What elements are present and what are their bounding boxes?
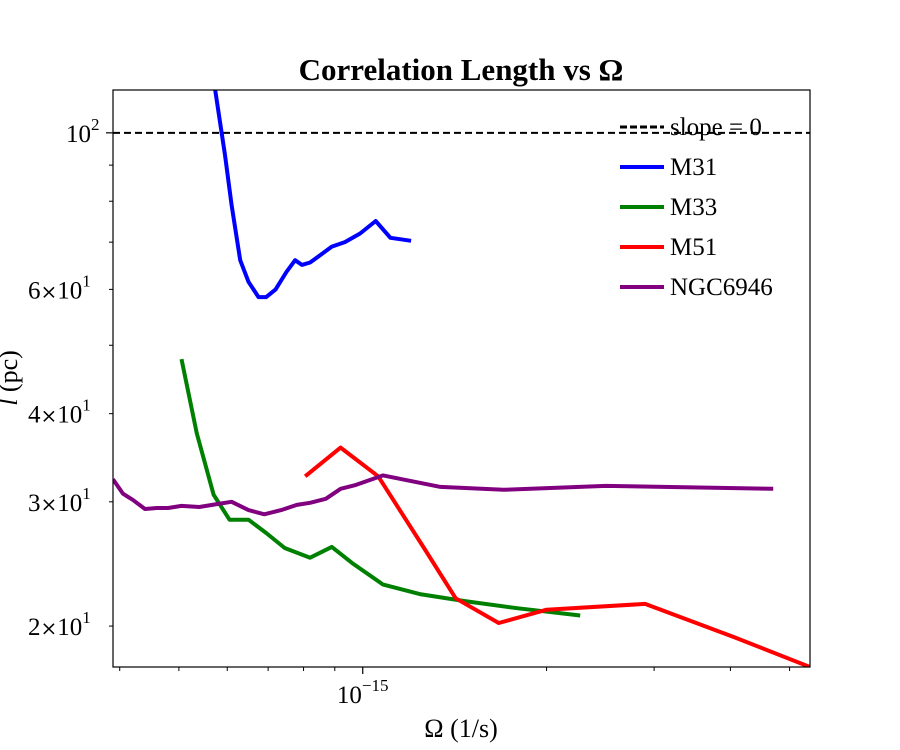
legend-label-m51: M51	[670, 234, 717, 261]
y-tick-label-times: ×	[41, 404, 58, 428]
plot-area	[113, 90, 810, 667]
y-tick-label: 102	[66, 115, 100, 148]
y-tick-label-times: ×	[41, 492, 58, 516]
y-tick-label: 6×101	[28, 271, 91, 304]
series-line-m31	[213, 90, 412, 300]
y-tick-label-times: ×	[41, 616, 58, 640]
legend-entry-m31: M31	[620, 154, 717, 181]
legend-entry-slope-0: slope = 0	[620, 114, 762, 141]
legend-entry-m33: M33	[620, 194, 717, 221]
y-tick-label-base: 10	[57, 402, 82, 429]
y-tick-label-exponent: 1	[82, 608, 91, 627]
y-tick-label-base: 10	[57, 614, 82, 641]
y-tick-label-mantissa: 6	[28, 277, 41, 304]
y-tick-label-mantissa: 2	[28, 614, 41, 641]
x-axis-label: Ω (1/s)	[424, 714, 497, 743]
y-axis-label-unit: (pc)	[0, 350, 23, 398]
legend-label-ngc6946: NGC6946	[670, 274, 773, 301]
y-tick-label-mantissa: 3	[28, 490, 41, 517]
y-tick-label-exponent: 2	[91, 115, 100, 134]
plot-frame	[112, 89, 811, 668]
y-axis-label: l (pc)	[0, 350, 23, 406]
plot-series-group	[113, 90, 810, 667]
series-line-m51	[303, 445, 810, 667]
y-axis-label-symbol: l	[0, 399, 23, 406]
y-tick-label-exponent: 1	[82, 396, 91, 415]
y-tick-label: 2×101	[28, 608, 91, 641]
legend: slope = 0 M31 M33 M51 NGC6946	[620, 114, 773, 301]
legend-entry-ngc6946: NGC6946	[620, 274, 773, 301]
y-tick-label: 4×101	[28, 396, 91, 429]
x-tick-label-base: 10	[337, 682, 362, 709]
legend-label-m31: M31	[670, 154, 717, 181]
y-tick-label-base: 10	[66, 121, 91, 148]
x-tick-label-exponent: −15	[362, 676, 389, 695]
y-tick-label-times: ×	[41, 279, 58, 303]
y-tick-label-base: 10	[57, 490, 82, 517]
y-tick-label-exponent: 1	[82, 271, 91, 290]
y-tick-label-mantissa: 4	[28, 402, 41, 429]
y-tick-label: 3×101	[28, 484, 91, 517]
chart-title-text: Correlation Length vs Ω	[299, 52, 624, 87]
series-line-ngc6946	[113, 473, 774, 517]
y-tick-label-base: 10	[57, 277, 82, 304]
legend-label-m33: M33	[670, 194, 717, 221]
chart-title: Correlation Length vs Ω	[299, 52, 624, 87]
legend-entry-m51: M51	[620, 234, 717, 261]
legend-label-slope-0: slope = 0	[670, 114, 762, 141]
y-tick-label-exponent: 1	[82, 484, 91, 503]
x-tick-label: 10−15	[337, 676, 389, 709]
